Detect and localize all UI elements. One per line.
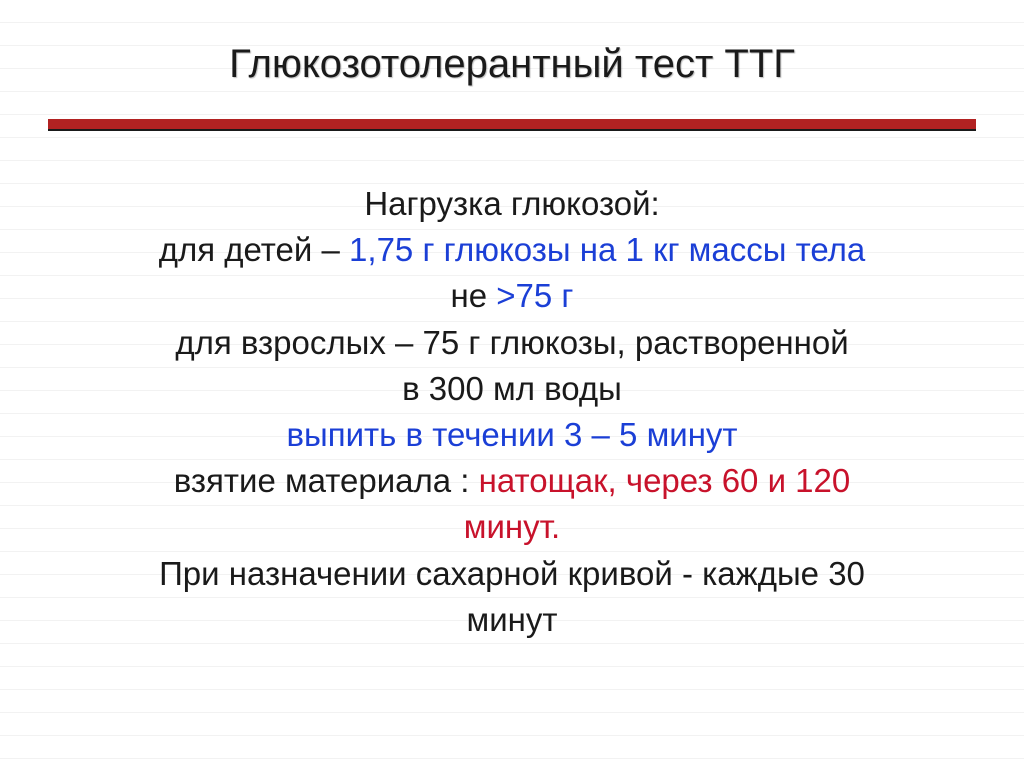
title-divider <box>48 119 976 131</box>
line-drink-duration: выпить в течении 3 – 5 минут <box>48 412 976 458</box>
line-sampling-1: взятие материала : натощак, через 60 и 1… <box>48 458 976 504</box>
line-max: не >75 г <box>48 273 976 319</box>
text-sampling-prefix: взятие материала : <box>174 462 479 499</box>
line-curve-1: При назначении сахарной кривой - каждые … <box>48 551 976 597</box>
line-adults-2: в 300 мл воды <box>48 366 976 412</box>
text-sampling-times: натощак, через 60 и 120 <box>479 462 851 499</box>
slide-body: Нагрузка глюкозой: для детей – 1,75 г гл… <box>48 181 976 643</box>
text-max-prefix: не <box>451 277 497 314</box>
line-load-heading: Нагрузка глюкозой: <box>48 181 976 227</box>
text-children-dose: 1,75 г глюкозы на 1 кг массы тела <box>349 231 865 268</box>
slide-container: Глюкозотолерантный тест ТТГ Нагрузка глю… <box>0 0 1024 768</box>
slide-title: Глюкозотолерантный тест ТТГ <box>48 42 976 87</box>
line-children: для детей – 1,75 г глюкозы на 1 кг массы… <box>48 227 976 273</box>
line-adults-1: для взрослых – 75 г глюкозы, растворенно… <box>48 320 976 366</box>
text-max-value: >75 г <box>496 277 573 314</box>
line-sampling-2: минут. <box>48 504 976 550</box>
line-curve-2: минут <box>48 597 976 643</box>
text-children-prefix: для детей – <box>159 231 349 268</box>
